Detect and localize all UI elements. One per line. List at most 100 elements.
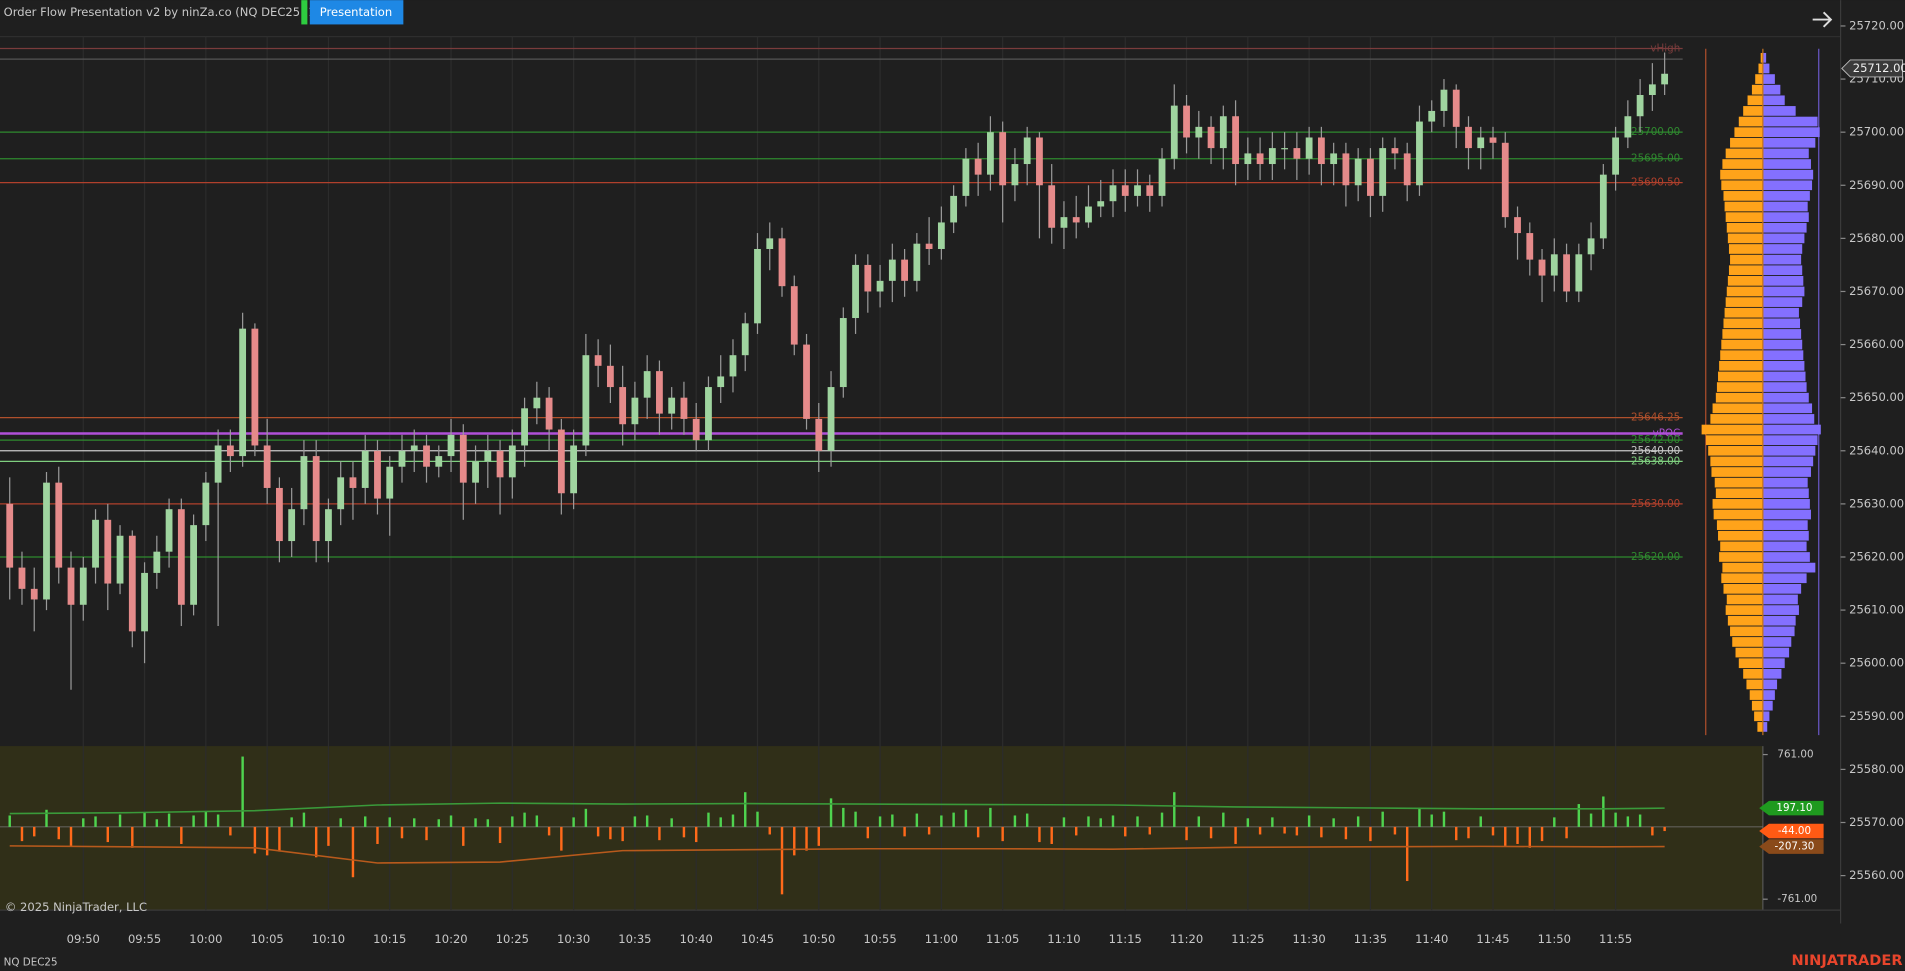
candle-body — [423, 445, 430, 467]
candle-body — [1268, 148, 1276, 165]
delta-bar — [33, 826, 36, 837]
delta-bar — [1528, 826, 1531, 848]
candle-body — [202, 482, 210, 526]
x-tick-label: 10:10 — [312, 932, 345, 946]
delta-bar — [474, 818, 477, 827]
candle-body — [214, 445, 222, 483]
profile-ask — [1762, 509, 1811, 520]
button-label[interactable]: Presentation — [320, 5, 392, 19]
profile-ask — [1762, 488, 1809, 499]
profile-bid — [1760, 52, 1763, 63]
candle-body — [1477, 137, 1485, 149]
x-tick-label: 10:50 — [802, 932, 835, 946]
delta-bar — [302, 812, 306, 827]
delta-bar — [437, 819, 440, 827]
profile-bid — [1722, 159, 1763, 169]
delta-bar — [1332, 818, 1335, 827]
x-tick-label: 11:45 — [1476, 932, 1509, 946]
delta-bar — [180, 826, 183, 844]
delta-bar — [584, 808, 588, 827]
candle-body — [128, 535, 136, 632]
level-label: 25638.00 — [1631, 455, 1680, 467]
profile-ask — [1762, 520, 1808, 530]
x-tick-label: 11:55 — [1599, 932, 1632, 946]
candle-body — [913, 243, 921, 281]
delta-bar — [1087, 816, 1090, 827]
candle-body — [325, 509, 332, 542]
delta-bar — [682, 826, 686, 838]
delta-bar — [82, 818, 85, 827]
candle-body — [6, 503, 14, 568]
delta-bar — [1099, 818, 1102, 827]
profile-ask — [1762, 637, 1792, 647]
candle-body — [55, 482, 63, 568]
x-tick-label: 10:40 — [680, 932, 713, 946]
profile-ask — [1762, 212, 1809, 222]
delta-bar — [1222, 812, 1225, 827]
delta-bar — [621, 826, 624, 842]
candle-body — [1563, 254, 1570, 292]
x-tick-label: 10:05 — [251, 932, 284, 946]
profile-ask — [1762, 573, 1807, 584]
delta-bar — [572, 817, 575, 827]
candle-body — [974, 158, 982, 175]
delta-bar — [1393, 826, 1397, 835]
profile-ask — [1762, 339, 1803, 350]
profile-bid — [1724, 307, 1763, 318]
y-tick-label: 25590.00 — [1849, 709, 1904, 723]
candle-body — [1465, 126, 1472, 149]
delta-bar — [1148, 826, 1151, 835]
candle-body — [1514, 217, 1521, 234]
profile-ask — [1762, 647, 1790, 658]
candle-body — [815, 418, 823, 451]
candle-body — [410, 445, 418, 451]
profile-bid — [1749, 690, 1763, 700]
delta-bar — [265, 826, 269, 856]
candle-body — [1379, 148, 1387, 196]
candle-body — [950, 195, 958, 223]
profile-ask — [1762, 371, 1806, 382]
delta-bar — [780, 826, 784, 895]
delta-bar — [1638, 814, 1642, 827]
profile-ask — [1762, 562, 1816, 573]
profile-ask — [1762, 382, 1807, 392]
profile-ask — [1762, 414, 1815, 424]
delta-tick-label: -761.00 — [1777, 893, 1817, 905]
delta-bar — [1651, 826, 1654, 836]
candle-body — [925, 243, 933, 249]
profile-bid — [1713, 509, 1763, 520]
delta-bar — [351, 826, 355, 878]
profile-bid — [1738, 116, 1763, 127]
profile-bid — [1712, 403, 1763, 414]
candle-body — [1121, 185, 1129, 196]
delta-bar — [511, 816, 514, 827]
profile-ask — [1762, 116, 1818, 127]
profile-bid — [1730, 137, 1763, 148]
delta-bar — [339, 818, 342, 827]
arrow-icon[interactable] — [1812, 11, 1833, 28]
delta-bar — [1173, 792, 1176, 827]
candle-body — [888, 259, 896, 281]
profile-bid — [1728, 265, 1763, 276]
candle-body — [521, 408, 528, 446]
delta-bar — [1589, 813, 1593, 827]
profile-ask — [1762, 148, 1809, 159]
profile-ask — [1762, 668, 1782, 679]
candle-body — [1232, 116, 1239, 165]
candle-body — [190, 525, 197, 605]
delta-bar — [1381, 811, 1384, 827]
candle-body — [1354, 158, 1362, 186]
presentation-button[interactable] — [309, 0, 404, 25]
delta-bar — [1614, 812, 1617, 827]
candle-body — [741, 323, 749, 356]
profile-ask — [1762, 52, 1767, 63]
profile-bid — [1726, 222, 1763, 233]
profile-bid — [1738, 658, 1763, 669]
candle-body — [533, 397, 541, 409]
delta-bar — [462, 826, 465, 846]
x-tick-label: 11:05 — [986, 932, 1019, 946]
candle-body — [1575, 254, 1583, 292]
candle-body — [226, 445, 234, 457]
delta-bar — [756, 811, 759, 827]
